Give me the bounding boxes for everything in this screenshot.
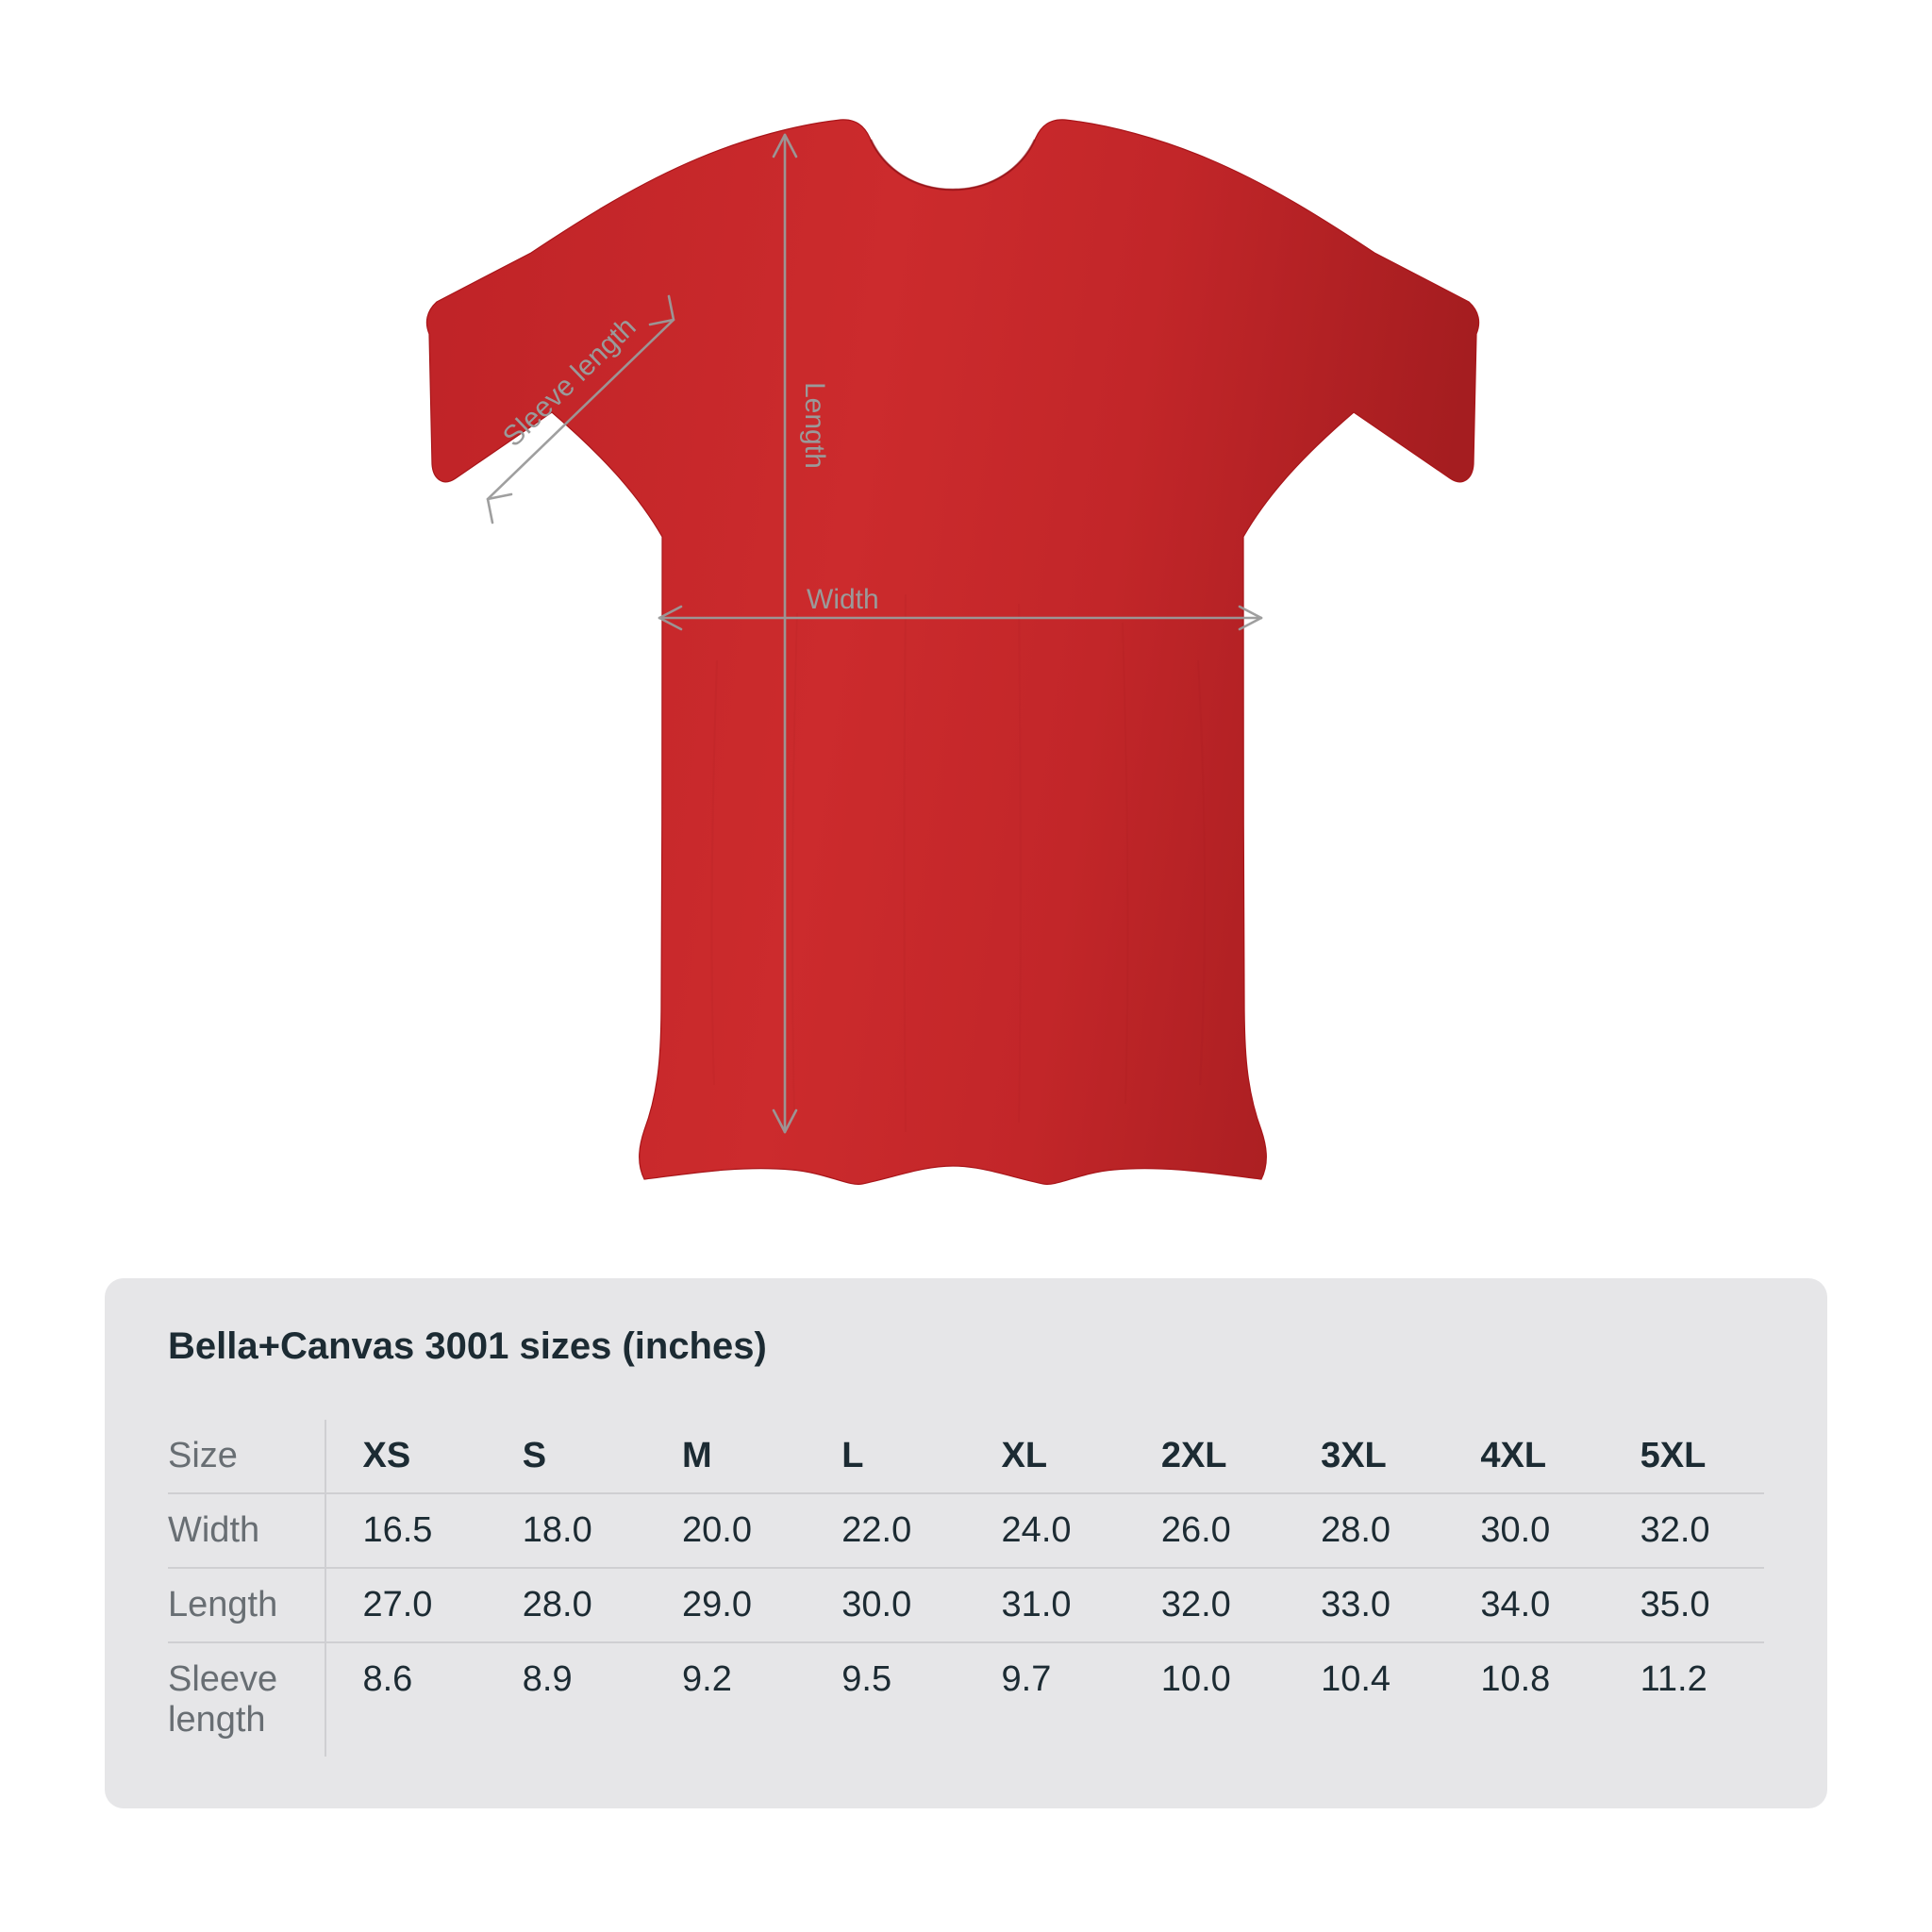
svg-text:Length: Length (799, 382, 830, 469)
svg-text:Width: Width (807, 584, 879, 615)
